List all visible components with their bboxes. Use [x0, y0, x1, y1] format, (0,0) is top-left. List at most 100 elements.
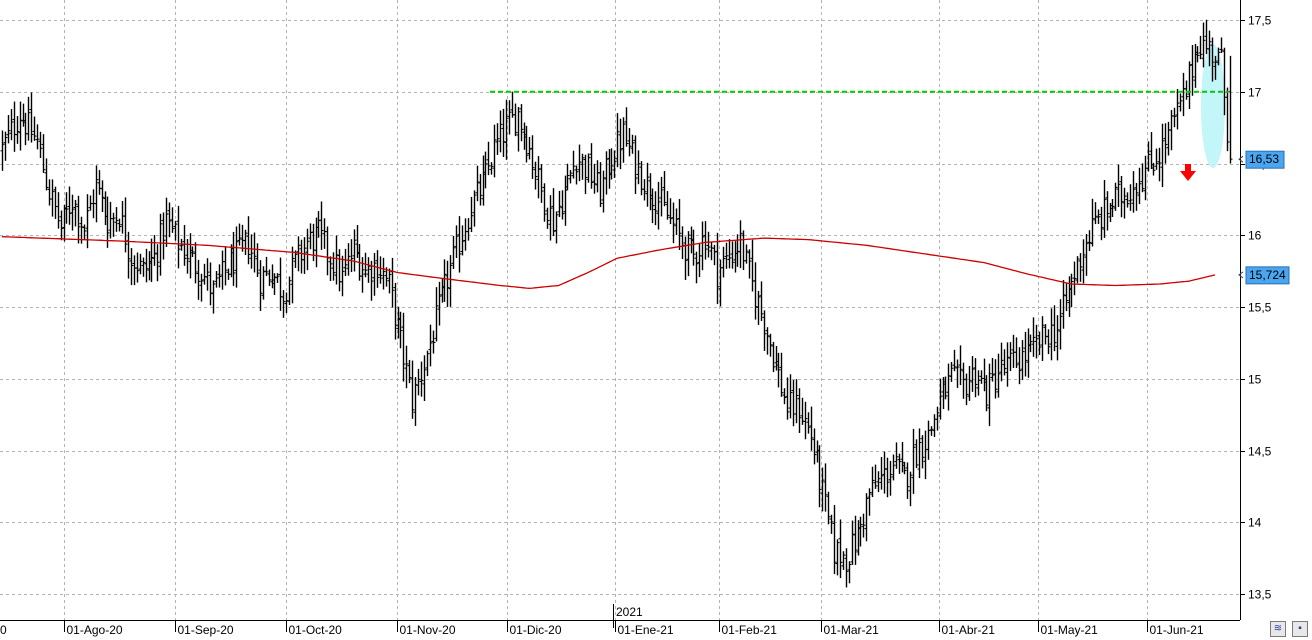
- ohlc-bar: [442, 259, 447, 302]
- x-tick-label: 01-Abr-21: [942, 623, 996, 637]
- ohlc-bar: [76, 195, 81, 244]
- ohlc-bar: [565, 163, 570, 191]
- ohlc-bar: [179, 238, 184, 251]
- ohlc-bar: [747, 249, 752, 279]
- ohlc-bar: [853, 515, 858, 565]
- ohlc-bar: [1072, 261, 1077, 296]
- ohlc-bar: [1037, 331, 1042, 355]
- ohlc-bar: [738, 220, 743, 269]
- ohlc-bar: [393, 282, 398, 340]
- ohlc-bar: [1195, 46, 1200, 63]
- ohlc-bar: [501, 108, 506, 157]
- ohlc-bar: [334, 235, 339, 285]
- ohlc-bar: [1201, 22, 1206, 68]
- ohlc-bar: [410, 360, 415, 419]
- ohlc-bar: [577, 144, 582, 182]
- ohlc-bar: [398, 311, 403, 349]
- last-price-badge: 16,53: [1245, 150, 1285, 169]
- ohlc-bar: [316, 211, 321, 238]
- ohlc-bar: [724, 242, 729, 269]
- ohlc-bar: [448, 255, 453, 307]
- ohlc-bar: [803, 401, 808, 440]
- ohlc-bar: [1228, 55, 1233, 164]
- ohlc-bar: [267, 269, 272, 286]
- ohlc-bar: [885, 457, 890, 498]
- ohlc-bar: [621, 117, 626, 163]
- x-tick-label: 01-Ene-21: [618, 623, 674, 637]
- ohlc-bar: [967, 365, 972, 401]
- ohlc-bar: [674, 208, 679, 236]
- ohlc-bar: [935, 406, 940, 431]
- ohlc-bar: [812, 428, 817, 465]
- ohlc-bar: [129, 248, 134, 286]
- ohlc-bar: [404, 345, 409, 389]
- ohlc-bar: [938, 378, 943, 420]
- ohlc-bar: [445, 260, 450, 307]
- ohlc-bar: [498, 110, 503, 153]
- ohlc-bar: [328, 256, 333, 282]
- ohlc-bar: [592, 163, 597, 194]
- ohlc-bar: [776, 352, 781, 388]
- ohlc-bar: [302, 237, 307, 274]
- ohlc-bar: [340, 255, 345, 297]
- save-icon: ▪: [1298, 623, 1302, 634]
- ohlc-bar: [519, 104, 524, 142]
- last-price-label: 16,53: [1249, 152, 1279, 166]
- ohlc-bar: [205, 258, 210, 291]
- ohlc-bar: [589, 143, 594, 189]
- ohlc-bar: [888, 460, 893, 496]
- ohlc-bar: [630, 134, 635, 154]
- ohlc-bar: [694, 251, 699, 284]
- ohlc-bar: [305, 228, 310, 271]
- ohlc-bar: [18, 101, 23, 151]
- ohlc-bar: [1055, 315, 1060, 361]
- ohlc-bar: [378, 256, 383, 284]
- ohlc-bar: [806, 412, 811, 434]
- ohlc-bar: [1154, 148, 1159, 170]
- last-price-box: [1245, 150, 1285, 169]
- ohlc-bar: [331, 252, 336, 281]
- ohlc-bar: [363, 252, 368, 278]
- ohlc-bar: [879, 456, 884, 490]
- ohlc-bar: [516, 107, 521, 152]
- ohlc-bar: [193, 242, 198, 284]
- ohlc-bar: [319, 201, 324, 250]
- ohlc-bar: [117, 218, 122, 232]
- ohlc-bar: [272, 273, 277, 295]
- chart-settings-button[interactable]: ≋: [1270, 621, 1286, 637]
- ohlc-bar: [809, 406, 814, 451]
- ohlc-bar: [838, 519, 843, 579]
- x-tick-label: 01-Sep-20: [178, 623, 234, 637]
- ohlc-bar: [208, 262, 213, 306]
- x-tick-label: 01-Ago-20: [67, 623, 123, 637]
- ohlc-bar: [902, 461, 907, 475]
- ohlc-bar: [730, 241, 735, 269]
- ohlc-bar: [486, 141, 491, 176]
- ohlc-bar: [483, 151, 488, 189]
- ohlc-bar: [1140, 163, 1145, 193]
- ohlc-bar: [170, 207, 175, 233]
- ohlc-bar: [601, 170, 606, 213]
- ohlc-bar: [1014, 337, 1019, 369]
- ohlc-bar: [949, 362, 954, 382]
- ohlc-bar: [844, 548, 849, 588]
- ohlc-bar: [1005, 342, 1010, 387]
- ohlc-bar: [721, 246, 726, 278]
- ohlc-bar: [287, 276, 292, 306]
- ohlc-bar: [234, 226, 239, 288]
- ma-pointer-icon: [1238, 271, 1244, 279]
- ohlc-bar: [571, 150, 576, 179]
- ohlc-bar: [797, 388, 802, 433]
- ohlc-bar: [557, 190, 562, 218]
- ohlc-bar: [700, 221, 705, 271]
- ohlc-bar: [343, 248, 348, 277]
- ohlc-bar: [929, 426, 934, 436]
- ohlc-bar: [1219, 37, 1224, 53]
- ohlc-bar: [1134, 182, 1139, 211]
- ohlc-bar: [908, 471, 913, 507]
- ohlc-bar: [609, 148, 614, 180]
- ohlc-bar: [1207, 30, 1212, 67]
- save-button[interactable]: ▪: [1292, 621, 1308, 637]
- ohlc-bar: [105, 196, 110, 248]
- ohlc-bar: [1099, 206, 1104, 241]
